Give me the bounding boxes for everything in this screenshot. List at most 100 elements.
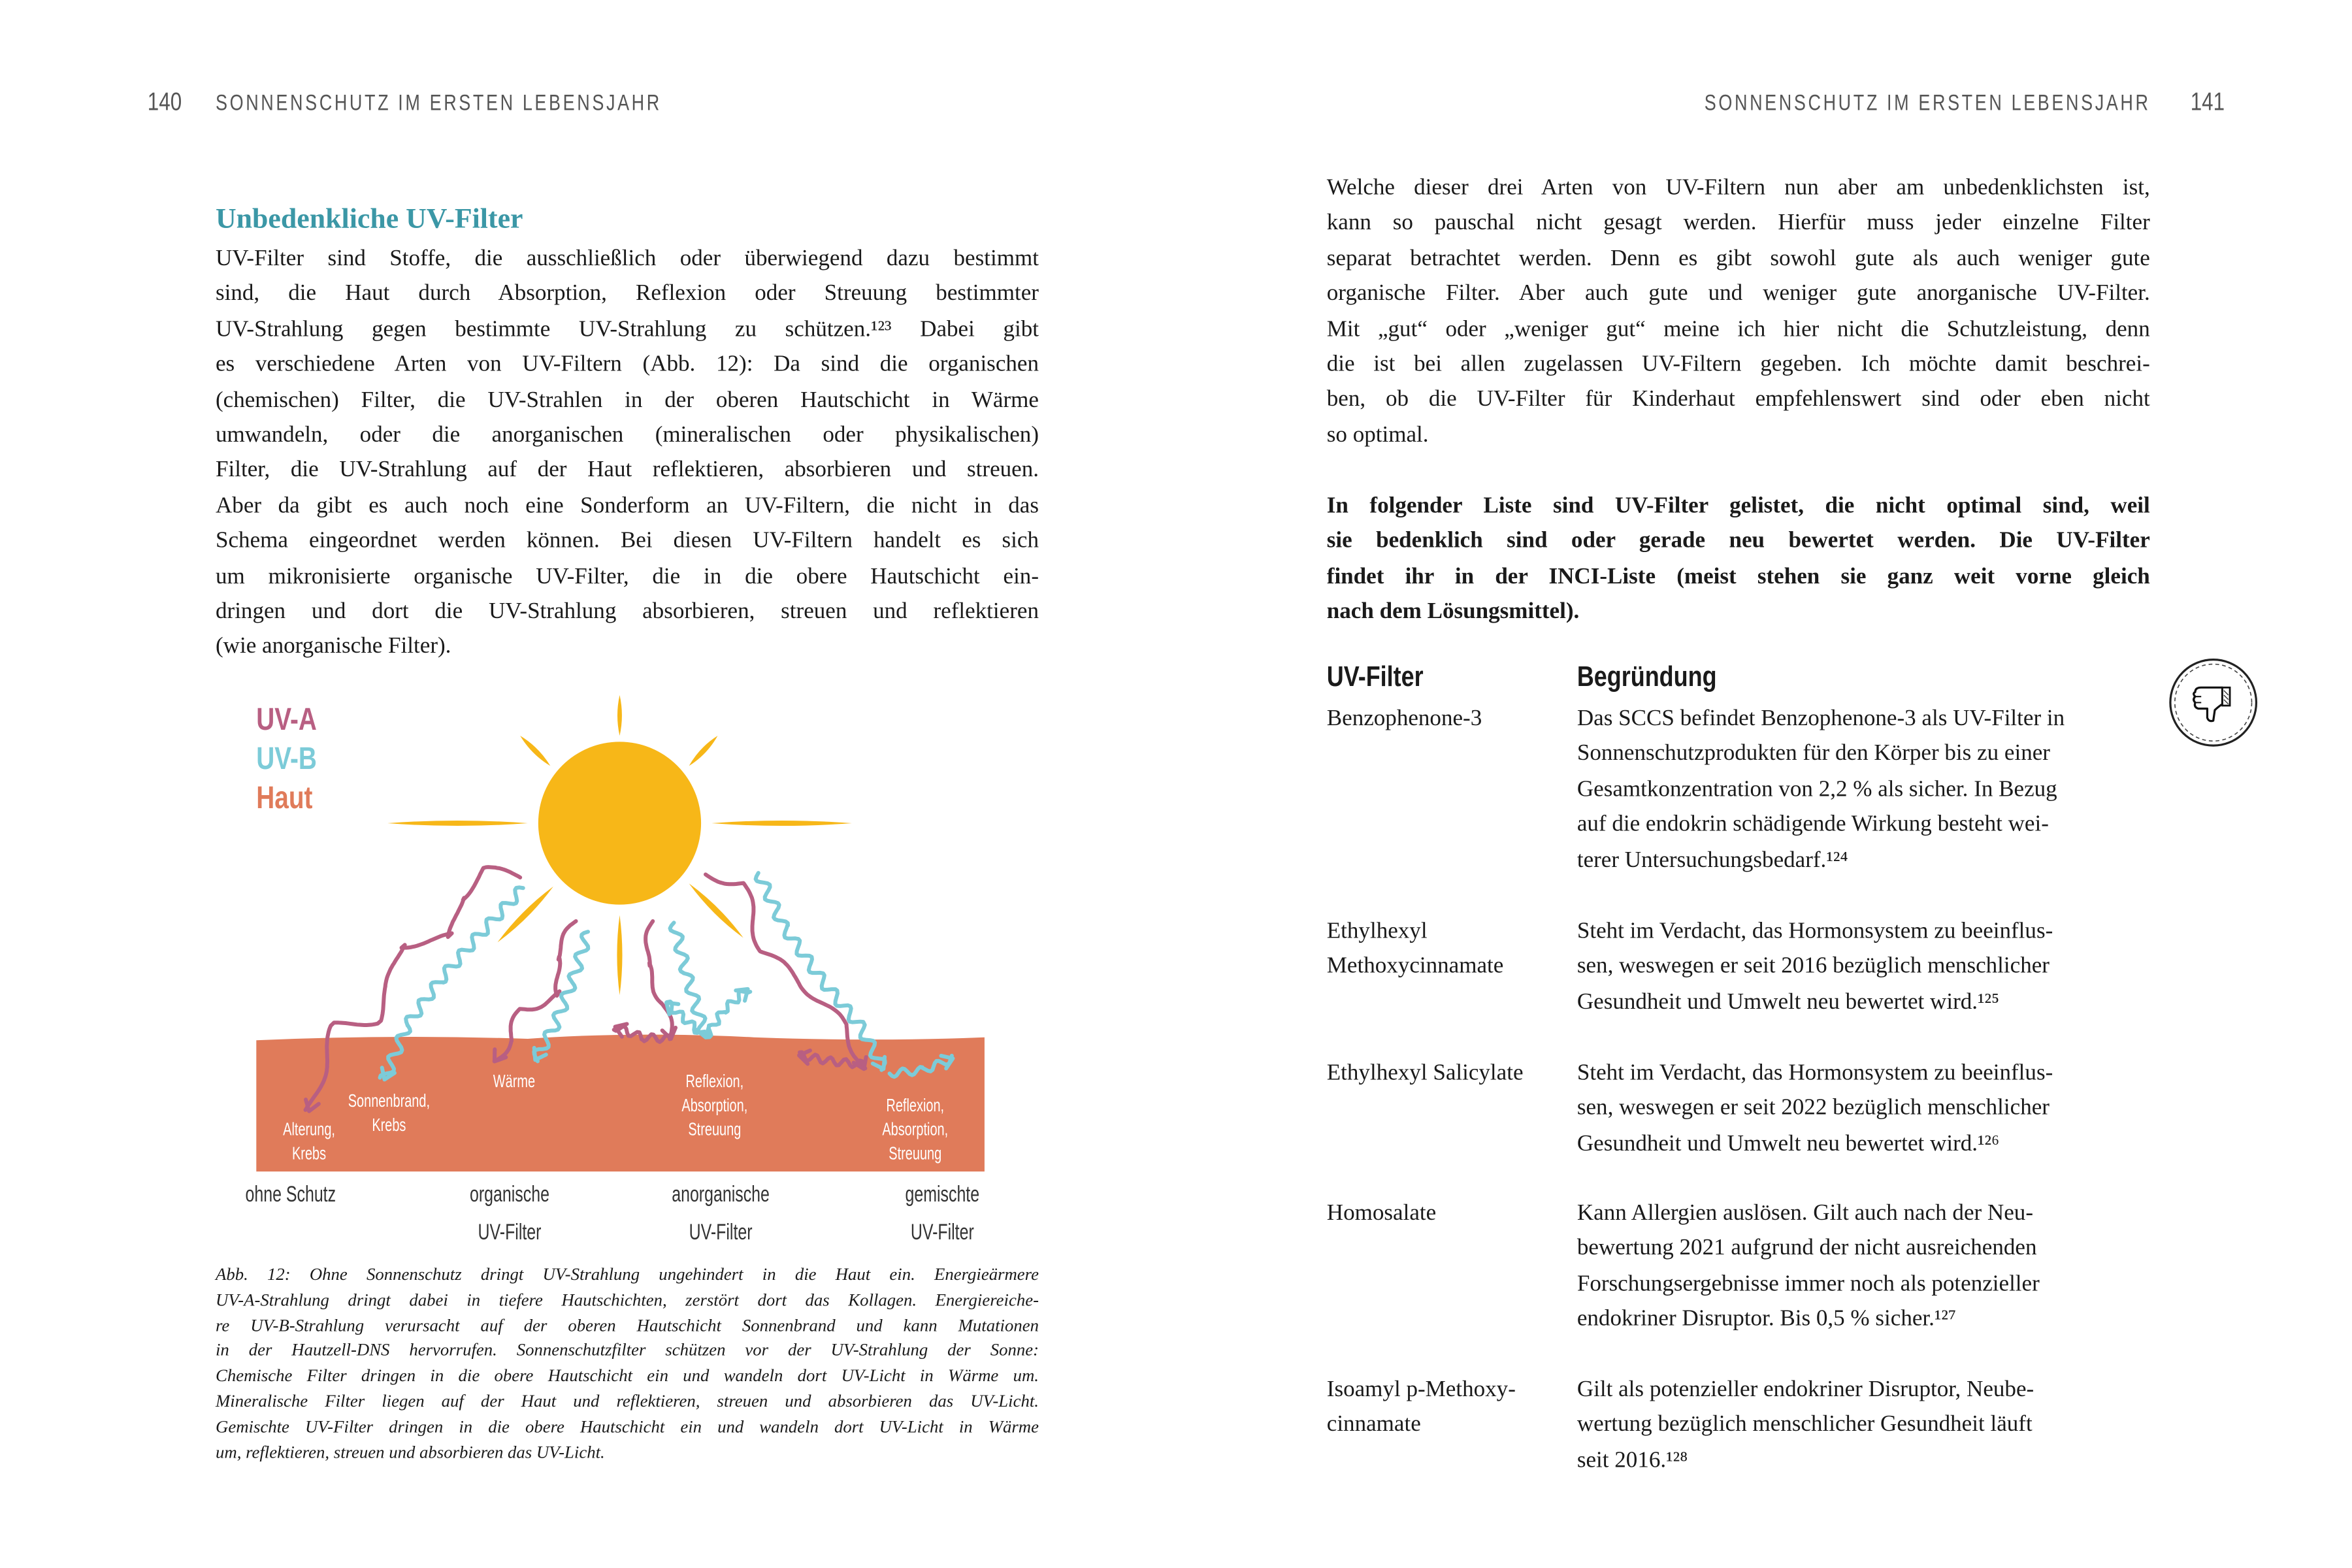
label-line: Krebs <box>292 1143 327 1164</box>
text-line: Gesamtkonzentration von 2,2 % als sicher… <box>1576 776 2057 802</box>
uva-reflected-mixed-arrowhead <box>797 1048 812 1066</box>
uva-ray-mixed <box>703 872 868 1071</box>
page-number-left: 140 <box>147 87 182 116</box>
text-line: Isoamyl p-Methoxy- <box>1326 1376 1516 1403</box>
sun-ray <box>520 736 551 766</box>
uvb-reflected-left <box>664 999 708 1039</box>
uvb-reflected-mixed-arrowhead <box>939 1053 955 1071</box>
label-line: Wärme <box>493 1070 536 1092</box>
text-line: in der Hautzell-DNS hervorrufen. Sonnens… <box>215 1341 1039 1361</box>
sun-ray <box>689 736 718 766</box>
column-label-mixed: gemischte UV-Filter <box>877 1176 1007 1251</box>
filter-reason: Das SCCS befindet Benzophenone-3 als UV-… <box>1577 701 2165 877</box>
text-line: so optimal. <box>1326 421 1429 448</box>
label-line: Streuung <box>688 1119 742 1140</box>
text-line: Welche dieser drei Arten von UV-Filtern … <box>1326 174 2150 201</box>
text-line: Aber da gibt es auch noch eine Sonderfor… <box>215 493 1039 519</box>
uvb-reflected-right <box>703 989 753 1039</box>
label-line: gemischte <box>905 1182 980 1208</box>
text-line: wertung bezüglich menschlicher Gesundhei… <box>1576 1411 2033 1438</box>
label-line: Absorption, <box>681 1094 748 1116</box>
running-head-left: SONNENSCHUTZ IM ERSTEN LEBENSJAHR <box>215 90 662 116</box>
uvb-ray-unprotected-arrowhead <box>380 1066 397 1082</box>
label-line: Absorption, <box>882 1119 949 1140</box>
text-line: Benzophenone-3 <box>1326 705 1482 732</box>
uvb-ray-organic-arrowhead <box>532 1045 548 1062</box>
text-line: seit 2016.¹²⁸ <box>1576 1446 1688 1473</box>
text-line: Ethylhexyl <box>1326 918 1428 944</box>
label-line: UV-Filter <box>910 1219 974 1246</box>
uva-reflected-inorganic-arrowhead <box>613 1022 629 1039</box>
text-line: Abb. 12: Ohne Sonnenschutz dringt UV-Str… <box>215 1265 1039 1285</box>
label-heat: Wärme <box>460 1069 568 1093</box>
column-label-no-protection: ohne Schutz <box>217 1176 376 1214</box>
legend-uvb: UV-B <box>256 742 317 777</box>
sun-ray <box>711 820 852 826</box>
text-line: endokriner Disruptor. Bis 0,5 % sicher.¹… <box>1576 1305 1957 1332</box>
figure-caption: Abb. 12: Ohne Sonnenschutz dringt UV-Str… <box>216 1264 1039 1466</box>
uvb-reflected-left-arrowhead <box>664 1000 681 1017</box>
text-line: UV-Strahlung gegen bestimmte UV-Strahlun… <box>215 316 1039 342</box>
filter-reason: Gilt als potenzieller endokriner Disrupt… <box>1577 1372 2165 1478</box>
text-line: sen, weswegen er seit 2016 bezüglich men… <box>1576 953 2050 979</box>
text-line: Gesundheit und Umwelt neu bewertet wird.… <box>1576 988 2000 1015</box>
filter-name: Ethylhexyl Methoxycinnamate <box>1327 913 1568 984</box>
bold-intro: In folgender Liste sind UV-Filter gelist… <box>1327 489 2150 630</box>
filter-name: Isoamyl p-Methoxy-cinnamate <box>1327 1372 1568 1443</box>
label-line: anorganische <box>672 1182 770 1208</box>
text-line: Homosalate <box>1326 1200 1437 1226</box>
legend-uva: UV-A <box>256 702 317 738</box>
running-head-right: SONNENSCHUTZ IM ERSTEN LEBENSJAHR <box>1703 90 2150 116</box>
text-line: Steht im Verdacht, das Hormonsystem zu b… <box>1576 918 2053 944</box>
uvb-reflected-mixed <box>887 1053 954 1079</box>
column-label-inorganic: anorganische UV-Filter <box>655 1176 785 1251</box>
text-line: Gesundheit und Umwelt neu bewertet wird.… <box>1576 1130 2000 1156</box>
label-line: Sonnenbrand, <box>348 1090 431 1111</box>
sun <box>538 742 702 905</box>
text-line: Schema eingeordnet werden können. Bei di… <box>215 527 1039 554</box>
text-line: Sonnenschutzprodukten für den Körper bis… <box>1576 740 2050 767</box>
uvb-ray-mixed-arrowhead <box>870 1054 887 1071</box>
text-line: Mit „gut“ oder „weniger gut“ meine ich h… <box>1326 316 2150 342</box>
sun-ray <box>617 915 623 996</box>
text-line: terer Untersuchungsbedarf.¹²⁴ <box>1576 846 1848 873</box>
sun-ray <box>497 886 553 943</box>
label-mixed-effect: Reflexion, Absorption, Streuung <box>861 1093 970 1166</box>
text-line: Filter, die UV-Strahlung auf der Haut re… <box>215 457 1039 483</box>
label-sunburn: Sonnenbrand, Krebs <box>335 1088 443 1137</box>
text-line: re UV-B-Strahlung verursacht auf der obe… <box>215 1315 1039 1335</box>
uva-reflected-mixed <box>797 1050 866 1070</box>
text-line: Methoxycinnamate <box>1326 953 1504 979</box>
uva-ray-unprotected-arrowhead <box>304 1098 321 1113</box>
text-line: organische Filter. Aber auch gute und we… <box>1326 280 2150 306</box>
filter-reason: Kann Allergien auslösen. Gilt auch nach … <box>1577 1196 2165 1337</box>
uvb-ray-inorganic <box>668 921 711 1038</box>
text-line: sie bedenklich sind oder gerade neu bewe… <box>1326 528 2150 554</box>
text-line: kann so pauschal nicht gesagt werden. Hi… <box>1326 210 2150 236</box>
text-line: Ethylhexyl Salicylate <box>1326 1060 1524 1086</box>
label-line: UV-Filter <box>689 1219 753 1246</box>
uvb-ray-organic <box>532 930 591 1064</box>
filter-name: Homosalate <box>1327 1196 1568 1231</box>
label-line: Alterung, <box>283 1119 335 1140</box>
filter-reason: Steht im Verdacht, das Hormonsystem zu b… <box>1577 913 2165 1019</box>
label-line: organische <box>470 1182 549 1208</box>
legend-skin: Haut <box>256 781 313 816</box>
filter-name: Benzophenone-3 <box>1327 701 1568 736</box>
text-line: separat betrachtet werden. Denn es gibt … <box>1326 245 2150 271</box>
body-text-left: UV-Filter sind Stoffe, die ausschließlic… <box>216 241 1039 664</box>
uva-ray-inorganic <box>644 919 674 1041</box>
uvb-reflected-right-arrowhead <box>734 987 750 1003</box>
label-line: Krebs <box>372 1114 406 1135</box>
text-line: es verschiedene Arten von UV-Filtern (Ab… <box>215 351 1039 378</box>
label-line: ohne Schutz <box>245 1182 336 1208</box>
filter-reason: Steht im Verdacht, das Hormonsystem zu b… <box>1577 1055 2165 1161</box>
text-line: Gilt als potenzieller endokriner Disrupt… <box>1576 1376 2034 1403</box>
text-line: UV-Filter sind Stoffe, die ausschließlic… <box>215 246 1039 272</box>
text-line: auf die endokrin schädigende Wirkung bes… <box>1576 811 2049 838</box>
uva-ray-organic <box>492 919 578 1064</box>
section-heading: Unbedenkliche UV-Filter <box>215 203 523 235</box>
uva-ray-unprotected <box>303 865 523 1112</box>
